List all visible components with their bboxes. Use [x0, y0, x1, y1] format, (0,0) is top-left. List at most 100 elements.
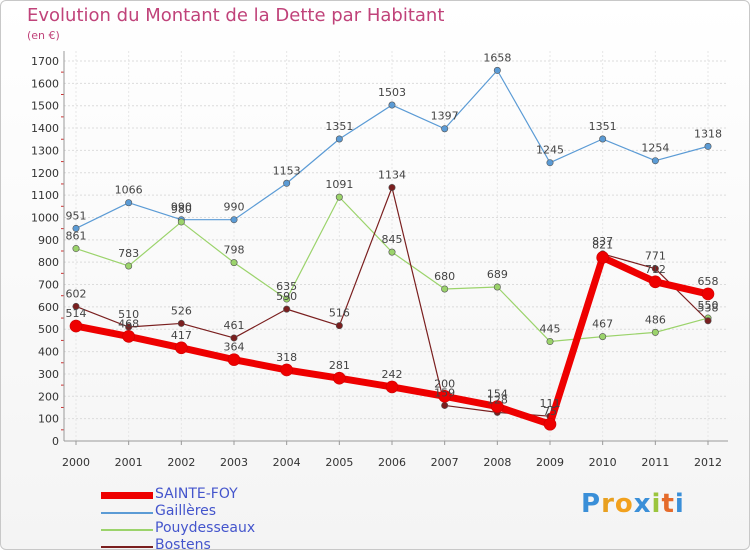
- data-point-gaill-res: [335, 135, 343, 143]
- data-point-sainte-foy: [280, 363, 293, 377]
- y-tick-label: 500: [38, 323, 59, 336]
- data-label-bostens: 510: [118, 308, 139, 321]
- data-point-bostens: [283, 305, 291, 313]
- data-point-pouydesseaux: [388, 248, 396, 256]
- data-point-pouydesseaux: [177, 218, 185, 226]
- y-tick-label: 300: [38, 368, 59, 381]
- x-tick-label: 2005: [325, 456, 353, 469]
- logo-letter: P: [581, 489, 602, 519]
- y-tick-label: 100: [38, 413, 59, 426]
- data-label-pouydesseaux: 980: [171, 203, 192, 216]
- data-label-gaill-res: 1254: [641, 142, 669, 155]
- data-label-pouydesseaux: 1091: [325, 178, 353, 191]
- data-point-bostens: [388, 184, 396, 192]
- x-tick-label: 2011: [641, 456, 669, 469]
- chart-title: Evolution du Montant de la Dette par Hab…: [27, 5, 445, 26]
- data-point-sainte-foy: [543, 417, 557, 431]
- data-label-pouydesseaux: 861: [66, 230, 87, 243]
- x-tick-label: 2007: [431, 456, 459, 469]
- y-tick-label: 1600: [31, 77, 59, 90]
- data-point-sainte-foy: [701, 287, 715, 301]
- x-tick-label: 2008: [483, 456, 511, 469]
- y-tick-label: 1500: [31, 100, 59, 113]
- data-label-bostens: 590: [276, 290, 297, 303]
- legend-label: SAINTE-FOY: [155, 486, 238, 502]
- data-label-bostens: 602: [66, 287, 87, 300]
- data-label-gaill-res: 990: [171, 201, 192, 214]
- data-label-pouydesseaux: 635: [276, 280, 297, 293]
- y-tick-label: 900: [38, 234, 59, 247]
- data-point-sainte-foy: [175, 341, 188, 355]
- y-tick-label: 1200: [31, 167, 59, 180]
- data-label-bostens: 837: [592, 235, 613, 248]
- proxiti-logo: Proxiti: [581, 489, 685, 519]
- data-label-pouydesseaux: 445: [540, 323, 561, 336]
- logo-letter: x: [633, 489, 652, 519]
- chart-subtitle: (en €): [27, 29, 60, 42]
- data-label-sainte-foy: 417: [171, 329, 192, 342]
- data-point-gaill-res: [599, 135, 607, 143]
- y-tick-label: 400: [38, 346, 59, 359]
- y-tick-label: 0: [52, 435, 59, 448]
- y-tick-label: 1700: [31, 55, 59, 68]
- data-label-gaill-res: 1658: [483, 51, 511, 64]
- data-label-gaill-res: 1351: [589, 120, 617, 133]
- x-tick-label: 2004: [273, 456, 301, 469]
- data-label-bostens: 1134: [378, 169, 406, 182]
- data-point-bostens: [704, 317, 712, 325]
- data-point-pouydesseaux: [230, 259, 238, 267]
- data-point-pouydesseaux: [441, 285, 449, 293]
- data-label-pouydesseaux: 798: [224, 244, 245, 257]
- data-point-pouydesseaux: [72, 245, 80, 253]
- data-point-bostens: [441, 401, 449, 409]
- data-point-bostens: [230, 334, 238, 342]
- y-tick-label: 600: [38, 301, 59, 314]
- x-tick-label: 2001: [115, 456, 143, 469]
- legend-swatch: [101, 546, 153, 548]
- data-label-pouydesseaux: 680: [434, 270, 455, 283]
- data-label-pouydesseaux: 467: [592, 318, 613, 331]
- y-tick-label: 700: [38, 279, 59, 292]
- y-tick-label: 1400: [31, 122, 59, 135]
- data-point-bostens: [335, 322, 343, 330]
- data-label-bostens: 771: [645, 250, 666, 263]
- x-tick-label: 2012: [694, 456, 722, 469]
- logo-letter: r: [601, 489, 615, 519]
- y-tick-label: 1000: [31, 211, 59, 224]
- x-tick-label: 2002: [167, 456, 195, 469]
- data-label-bostens: 538: [698, 302, 719, 315]
- data-label-bostens: 461: [224, 319, 245, 332]
- data-label-sainte-foy: 468: [118, 317, 139, 330]
- legend-swatch: [101, 492, 153, 499]
- data-point-sainte-foy: [438, 389, 451, 403]
- data-point-sainte-foy: [227, 353, 241, 366]
- data-point-sainte-foy: [596, 251, 609, 264]
- data-label-sainte-foy: 318: [276, 351, 297, 364]
- data-point-sainte-foy: [491, 400, 504, 413]
- data-point-gaill-res: [125, 199, 133, 207]
- y-tick-label: 800: [38, 256, 59, 269]
- data-label-sainte-foy: 821: [592, 238, 613, 251]
- data-label-gaill-res: 951: [66, 209, 87, 222]
- data-label-sainte-foy: 712: [645, 263, 666, 276]
- x-tick-label: 2006: [378, 456, 406, 469]
- data-label-pouydesseaux: 783: [118, 247, 139, 260]
- data-point-gaill-res: [388, 101, 396, 109]
- data-label-gaill-res: 1153: [273, 164, 301, 177]
- data-label-pouydesseaux: 845: [382, 233, 403, 246]
- logo-letter: o: [614, 489, 634, 519]
- logo-letter: i: [674, 489, 685, 519]
- data-label-bostens: 128: [487, 393, 508, 406]
- logo-letter: t: [661, 489, 675, 519]
- data-label-gaill-res: 1397: [431, 110, 459, 123]
- legend-label: Gaillères: [155, 503, 217, 519]
- data-point-gaill-res: [72, 224, 80, 232]
- data-point-gaill-res: [230, 216, 238, 224]
- data-label-pouydesseaux: 550: [698, 299, 719, 312]
- data-label-sainte-foy: 658: [698, 275, 719, 288]
- data-label-bostens: 516: [329, 307, 350, 320]
- legend-swatch: [101, 512, 153, 514]
- data-label-sainte-foy: 154: [487, 388, 508, 401]
- data-point-pouydesseaux: [651, 328, 659, 336]
